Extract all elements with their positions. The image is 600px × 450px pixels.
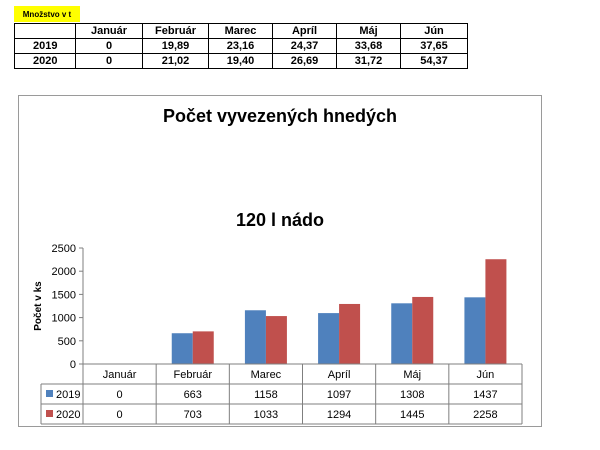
quantity-label: Množstvo v t (14, 6, 80, 22)
y-tick-label: 0 (70, 359, 76, 371)
legend-label: 2019 (56, 389, 80, 401)
bar-2019 (464, 297, 486, 364)
bar-2020 (265, 316, 287, 364)
data-value-label: 1033 (254, 409, 278, 421)
header-cell: Február (142, 23, 209, 39)
table-cell: 33,68 (336, 38, 401, 54)
quantity-table: Január Február Marec Apríl Máj Jún 2019 … (14, 23, 468, 69)
data-value-label: 2258 (473, 409, 497, 421)
table-cell: 23,16 (208, 38, 273, 54)
header-cell: Január (75, 23, 143, 39)
table-cell: 31,72 (336, 53, 401, 69)
table-cell: 19,89 (142, 38, 209, 54)
data-value-label: 1437 (473, 389, 497, 401)
table-cell: 19,40 (208, 53, 273, 69)
x-tick-label: Január (103, 369, 137, 381)
legend-label: 2020 (56, 409, 80, 421)
chart-title: Počet vyvezených hnedých (162, 106, 398, 126)
header-cell: Marec (208, 23, 273, 39)
y-tick-label: 2500 (52, 243, 76, 255)
data-value-label: 1158 (254, 389, 278, 401)
table-header-row: Január Február Marec Apríl Máj Jún (14, 23, 468, 39)
data-value-label: 1308 (400, 389, 424, 401)
data-value-label: 1445 (400, 409, 424, 421)
legend-swatch-2019 (46, 390, 53, 397)
chart-subtitle: 120 l nádo (235, 210, 325, 230)
chart-container: Počet vyvezených hnedých 120 l nádo 0 500… (18, 95, 542, 427)
x-tick-label: Jún (477, 369, 495, 381)
table-cell: 24,37 (272, 38, 337, 54)
header-cell: Máj (336, 23, 401, 39)
header-cell: Apríl (272, 23, 337, 39)
table-cell: 0 (75, 38, 143, 54)
data-value-label: 663 (184, 389, 202, 401)
table-cell: 26,69 (272, 53, 337, 69)
table-cell: 21,02 (142, 53, 209, 69)
bar-2020 (339, 303, 361, 364)
x-tick-label: Marec (251, 369, 282, 381)
bar-2020 (192, 331, 214, 364)
y-axis-title: Počet v ks (33, 281, 44, 331)
data-value-label: 1097 (327, 389, 351, 401)
table-cell: 0 (75, 53, 143, 69)
x-tick-label: Február (173, 369, 212, 381)
bar-2019 (244, 310, 266, 364)
y-tick-label: 2000 (52, 266, 76, 278)
bar-2019 (391, 303, 413, 364)
y-tick-label: 500 (58, 336, 76, 348)
table-cell: 37,65 (400, 38, 468, 54)
table-cell: 54,37 (400, 53, 468, 69)
y-tick-label: 1500 (52, 289, 76, 301)
data-value-label: 0 (117, 389, 123, 401)
legend-swatch-2020 (46, 410, 53, 417)
row-year: 2019 (14, 38, 76, 54)
bar-2019 (318, 313, 340, 364)
table-row: 2019 0 19,89 23,16 24,37 33,68 37,65 (14, 38, 468, 54)
header-cell (14, 23, 76, 39)
y-tick-label: 1000 (52, 313, 76, 325)
x-tick-label: Máj (403, 369, 421, 381)
data-value-label: 1294 (327, 409, 351, 421)
table-row: 2020 0 21,02 19,40 26,69 31,72 54,37 (14, 53, 468, 69)
bar-2020 (485, 259, 507, 364)
data-value-label: 703 (184, 409, 202, 421)
header-cell: Jún (400, 23, 468, 39)
bar-2019 (171, 333, 193, 364)
bar-chart: 0 500 1000 1500 2000 2500 Počet v ks Január Febr… (33, 243, 523, 425)
bar-2020 (412, 296, 434, 364)
row-year: 2020 (14, 53, 76, 69)
x-tick-label: Apríl (328, 369, 351, 381)
data-value-label: 0 (117, 409, 123, 421)
